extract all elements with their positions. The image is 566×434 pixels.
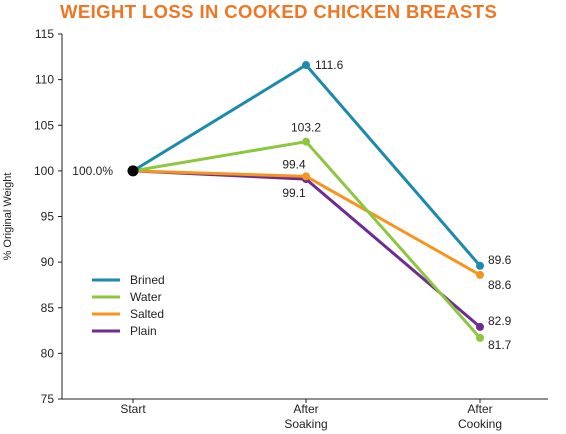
y-tick-label: 110	[35, 73, 54, 87]
data-labels: 100.0% 111.6 89.6 103.2 81.7 99.4 88.6 99.1 82.9	[72, 58, 511, 352]
x-tick-label: Start	[120, 402, 146, 416]
start-point	[127, 165, 139, 177]
x-tick-label-line: After	[467, 402, 492, 416]
legend-label-brined: Brined	[130, 273, 165, 287]
data-point-plain	[476, 322, 484, 331]
x-tick-label-line: After	[293, 402, 318, 416]
data-label-plain: 82.9	[488, 314, 512, 328]
start-value-label: 100.0%	[72, 164, 113, 178]
y-tick-label: 90	[41, 255, 55, 269]
data-point-brined	[302, 61, 310, 70]
x-tick-label: After Soaking	[284, 402, 327, 431]
data-point-salted	[476, 270, 484, 279]
data-label-brined: 111.6	[315, 58, 344, 72]
y-tick-label: 80	[41, 346, 55, 360]
y-tick-label: 100	[34, 164, 54, 178]
data-label-plain: 99.1	[282, 186, 306, 200]
x-tick-label: After Cooking	[458, 402, 502, 431]
data-point-water	[476, 333, 484, 342]
x-tick-label-line: Soaking	[284, 417, 327, 431]
y-tick-label: 95	[41, 210, 55, 224]
y-axis-label: % Original Weight	[2, 173, 14, 261]
data-label-salted: 99.4	[282, 157, 306, 171]
x-tick-label-line: Cooking	[458, 417, 502, 431]
data-label-brined: 89.6	[488, 253, 512, 267]
y-tick-label: 75	[41, 392, 55, 406]
series-line-brined	[131, 63, 482, 268]
data-label-salted: 88.6	[488, 278, 512, 292]
legend-label-plain: Plain	[130, 324, 157, 338]
series-line-plain	[131, 169, 482, 329]
series-lines	[127, 61, 484, 342]
legend: Brined Water Salted Plain	[92, 273, 165, 338]
y-tick-label: 85	[41, 301, 55, 315]
chart-title: WEIGHT LOSS IN COOKED CHICKEN BREASTS	[60, 1, 498, 22]
data-label-water: 103.2	[291, 121, 321, 135]
x-tick-label-line: Start	[120, 402, 146, 416]
y-tick-label: 105	[34, 118, 54, 132]
data-label-water: 81.7	[488, 338, 512, 352]
data-point-brined	[476, 261, 484, 270]
data-point-salted	[302, 172, 310, 181]
y-tick-label: 115	[35, 27, 54, 41]
legend-label-water: Water	[130, 290, 162, 304]
data-point-water	[302, 137, 310, 146]
series-line-salted	[131, 169, 482, 277]
legend-label-salted: Salted	[130, 307, 164, 321]
